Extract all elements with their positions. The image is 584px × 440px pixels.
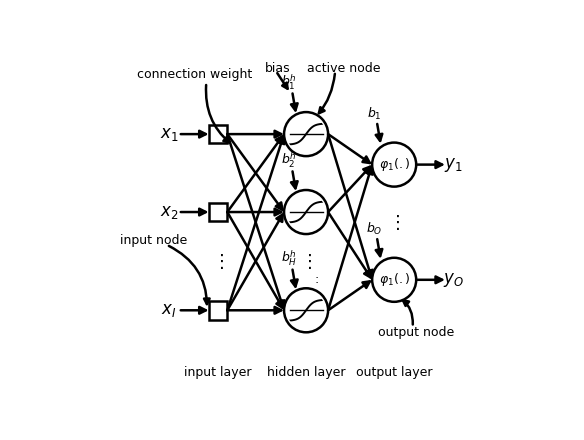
Text: output layer: output layer <box>356 367 432 379</box>
Text: input layer: input layer <box>184 367 252 379</box>
Text: connection weight: connection weight <box>137 68 252 81</box>
Text: input node: input node <box>120 235 187 247</box>
Text: $b_2^h$: $b_2^h$ <box>281 150 297 170</box>
Text: bias: bias <box>265 62 290 74</box>
Text: $b_1^h$: $b_1^h$ <box>281 72 297 92</box>
Circle shape <box>372 258 416 302</box>
Text: hidden layer: hidden layer <box>267 367 345 379</box>
Text: $b_O$: $b_O$ <box>366 221 382 238</box>
Circle shape <box>372 143 416 187</box>
Text: $x_1$: $x_1$ <box>159 125 178 143</box>
Text: output node: output node <box>378 326 454 339</box>
Circle shape <box>284 288 328 332</box>
Text: $x_2$: $x_2$ <box>159 203 178 221</box>
Text: $\varphi_1(.)$: $\varphi_1(.)$ <box>378 156 410 173</box>
Text: $b_1$: $b_1$ <box>367 106 381 122</box>
Text: $y_1$: $y_1$ <box>444 156 463 174</box>
Text: active node: active node <box>307 62 380 74</box>
Text: $x_I$: $x_I$ <box>161 301 176 319</box>
Circle shape <box>284 190 328 234</box>
Text: :: : <box>314 273 318 286</box>
Text: $\vdots$: $\vdots$ <box>388 213 400 232</box>
Bar <box>208 301 227 319</box>
Bar <box>208 203 227 221</box>
Text: $b_H^h$: $b_H^h$ <box>281 249 297 268</box>
Text: $\vdots$: $\vdots$ <box>300 252 312 271</box>
Circle shape <box>284 112 328 156</box>
Text: $\varphi_1(.)$: $\varphi_1(.)$ <box>378 271 410 288</box>
Text: $y_O$: $y_O$ <box>443 271 464 289</box>
Text: $\vdots$: $\vdots$ <box>212 252 224 271</box>
Bar <box>208 125 227 143</box>
